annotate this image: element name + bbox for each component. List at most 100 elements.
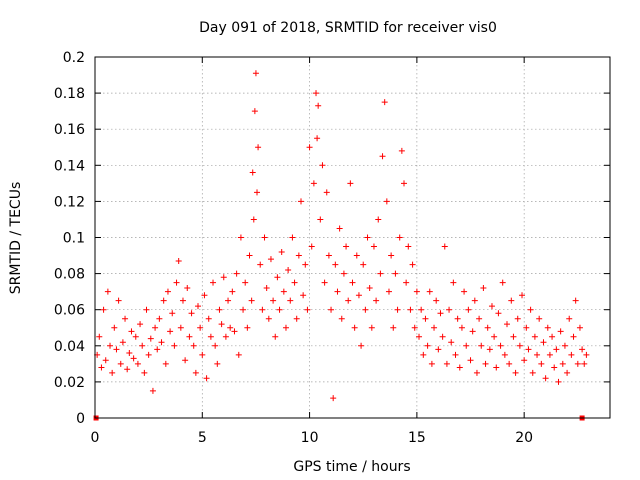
data-point xyxy=(149,387,156,394)
data-point xyxy=(435,346,442,353)
data-point xyxy=(431,324,438,331)
data-point xyxy=(360,261,367,268)
data-point xyxy=(388,252,395,259)
data-point xyxy=(212,342,219,349)
chart-title: Day 091 of 2018, SRMTID for receiver vis… xyxy=(199,20,497,36)
data-point xyxy=(484,324,491,331)
data-point xyxy=(201,292,208,299)
data-point xyxy=(263,285,270,292)
plot-frame xyxy=(94,56,611,419)
data-point xyxy=(401,180,407,187)
data-point xyxy=(274,274,281,281)
data-point xyxy=(362,306,369,313)
data-point xyxy=(218,321,225,328)
data-point xyxy=(225,297,232,304)
data-point xyxy=(122,315,129,322)
data-point xyxy=(231,328,238,335)
data-point xyxy=(100,306,107,313)
data-point xyxy=(394,306,401,313)
data-point xyxy=(579,346,586,353)
data-point xyxy=(418,306,425,313)
data-point xyxy=(559,360,566,367)
data-point xyxy=(454,315,461,322)
data-point xyxy=(141,369,148,376)
data-point xyxy=(413,288,420,295)
data-point xyxy=(463,342,470,349)
data-point xyxy=(203,375,210,382)
data-point xyxy=(111,324,118,331)
data-point xyxy=(164,288,171,295)
data-point xyxy=(313,90,320,97)
data-point xyxy=(510,333,517,340)
data-point xyxy=(392,270,399,277)
data-point xyxy=(291,279,298,286)
data-point xyxy=(411,324,418,331)
data-point xyxy=(433,297,440,304)
data-point xyxy=(207,333,214,340)
data-point xyxy=(109,369,116,376)
y-tick-label: 0.18 xyxy=(54,86,85,102)
data-point xyxy=(321,279,328,286)
data-point xyxy=(126,350,133,357)
data-point xyxy=(113,346,120,353)
data-point xyxy=(383,198,390,205)
data-point xyxy=(450,279,457,286)
data-point xyxy=(124,366,131,373)
data-point xyxy=(323,189,330,196)
data-point xyxy=(143,306,150,313)
data-point xyxy=(229,288,236,295)
data-point xyxy=(574,360,581,367)
data-point xyxy=(458,324,465,331)
data-point xyxy=(544,324,551,331)
points-layer xyxy=(93,70,590,421)
data-point xyxy=(355,292,362,299)
data-point xyxy=(379,153,386,160)
data-point xyxy=(385,288,392,295)
data-point xyxy=(555,378,562,385)
data-point xyxy=(428,360,435,367)
data-point xyxy=(132,333,139,340)
data-point xyxy=(564,369,571,376)
data-point xyxy=(152,324,159,331)
data-point xyxy=(403,279,410,286)
data-point xyxy=(298,198,304,205)
data-point xyxy=(254,189,261,196)
data-point xyxy=(398,147,405,154)
data-point xyxy=(214,360,221,367)
data-point xyxy=(190,342,197,349)
data-point xyxy=(319,162,326,169)
y-tick-label: 0.04 xyxy=(54,339,85,355)
data-point xyxy=(497,342,504,349)
data-point xyxy=(437,310,444,317)
x-tick-label: 10 xyxy=(301,430,319,446)
data-point xyxy=(499,279,506,286)
data-point xyxy=(98,364,105,371)
data-point xyxy=(439,333,446,340)
data-point xyxy=(272,333,279,340)
data-point xyxy=(332,261,339,268)
data-point xyxy=(282,324,289,331)
data-point xyxy=(134,360,141,367)
data-point xyxy=(424,342,431,349)
data-point xyxy=(364,234,371,241)
data-point xyxy=(328,306,335,313)
data-point xyxy=(119,339,126,346)
data-point xyxy=(293,315,300,322)
data-point xyxy=(536,315,543,322)
data-point xyxy=(349,279,356,286)
data-point xyxy=(227,324,234,331)
data-point xyxy=(252,70,259,77)
data-point xyxy=(420,351,427,358)
data-point xyxy=(531,333,538,340)
data-point xyxy=(233,270,240,277)
data-point xyxy=(145,351,152,358)
data-point xyxy=(285,266,292,273)
data-point xyxy=(467,357,474,364)
data-point xyxy=(199,351,206,358)
y-axis-label: SRMTID / TECUs xyxy=(8,182,24,295)
data-point xyxy=(128,328,135,335)
data-point xyxy=(156,315,163,322)
data-point xyxy=(501,351,508,358)
data-point xyxy=(495,310,502,317)
y-tick-label: 0.16 xyxy=(54,122,85,138)
